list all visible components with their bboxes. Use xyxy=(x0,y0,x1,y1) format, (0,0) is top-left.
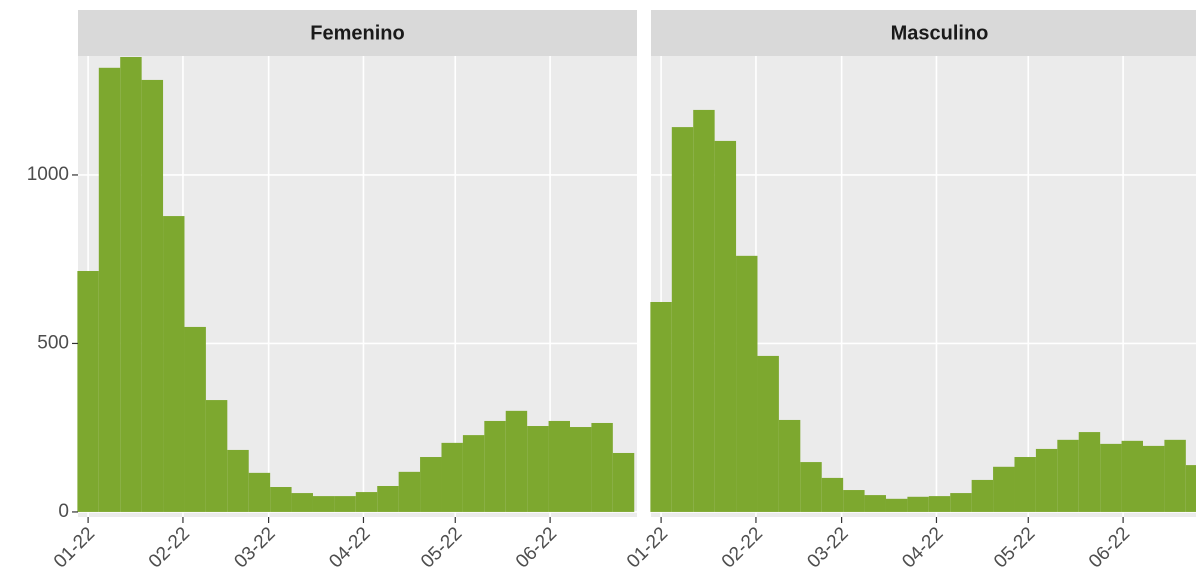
bar xyxy=(420,457,442,512)
bar xyxy=(736,255,758,512)
bar xyxy=(1100,443,1122,512)
bar xyxy=(227,449,249,512)
bar xyxy=(205,400,228,512)
bar xyxy=(864,495,886,512)
x-tick-label: 01-22 xyxy=(623,523,672,572)
bar xyxy=(120,57,142,512)
bar xyxy=(993,466,1015,512)
panel: Masculino 01-22 02-22 03-22 04-22 05-22 06-22 xyxy=(623,10,1196,572)
bar xyxy=(312,496,335,512)
bar xyxy=(484,420,506,512)
bar xyxy=(1078,432,1101,512)
bar xyxy=(184,326,206,512)
strip xyxy=(651,10,1196,56)
bar xyxy=(291,493,313,512)
strip xyxy=(78,10,637,56)
bar xyxy=(98,67,121,512)
bar xyxy=(714,140,737,512)
bar xyxy=(548,420,570,512)
bar xyxy=(671,127,694,512)
bar xyxy=(163,216,185,512)
bar xyxy=(398,471,421,512)
bar xyxy=(1035,448,1058,512)
bar xyxy=(843,490,865,512)
bar xyxy=(377,485,399,512)
bar xyxy=(1057,439,1079,512)
bar xyxy=(569,427,592,512)
bar xyxy=(505,410,528,512)
bar xyxy=(591,422,613,512)
bar xyxy=(334,496,356,512)
x-tick-label: 04-22 xyxy=(898,523,947,572)
bar xyxy=(1014,457,1036,512)
bar xyxy=(757,355,779,512)
bar xyxy=(778,419,801,512)
x-tick-label: 06-22 xyxy=(1085,523,1134,572)
x-tick-label: 03-22 xyxy=(230,523,279,572)
x-tick-label: 04-22 xyxy=(325,523,374,572)
bar xyxy=(971,479,994,512)
bar xyxy=(141,79,164,512)
bar xyxy=(441,442,463,512)
bar xyxy=(527,426,549,512)
bar xyxy=(885,498,908,512)
strip-title: Femenino xyxy=(310,22,404,44)
y-tick-label: 500 xyxy=(37,332,69,353)
bar xyxy=(650,302,672,512)
x-tick-label: 02-22 xyxy=(145,523,194,572)
x-tick-label: 05-22 xyxy=(417,523,466,572)
strip-title: Masculino xyxy=(891,22,989,44)
bar xyxy=(462,435,485,512)
bar xyxy=(1142,445,1165,512)
y-tick-label: 1000 xyxy=(27,164,69,185)
x-tick-label: 01-22 xyxy=(50,523,99,572)
x-tick-label: 05-22 xyxy=(990,523,1039,572)
x-tick-label: 02-22 xyxy=(718,523,767,572)
bar xyxy=(907,496,929,512)
bar xyxy=(800,462,822,512)
panel: Femenino 01-22 02-22 03-22 04-22 05-22 06-22 xyxy=(50,10,637,572)
bar xyxy=(693,109,715,512)
bar xyxy=(821,477,844,512)
bar xyxy=(355,492,378,512)
bar xyxy=(1121,440,1143,512)
bar xyxy=(77,270,99,512)
y-tick-label: 0 xyxy=(58,501,69,522)
bar xyxy=(1164,439,1186,512)
x-tick-label: 06-22 xyxy=(512,523,561,572)
bar xyxy=(270,487,292,512)
bar xyxy=(612,452,635,512)
bar xyxy=(928,496,951,512)
bar xyxy=(950,493,972,512)
bar xyxy=(1185,465,1196,512)
bar xyxy=(248,472,271,512)
x-tick-label: 03-22 xyxy=(803,523,852,572)
